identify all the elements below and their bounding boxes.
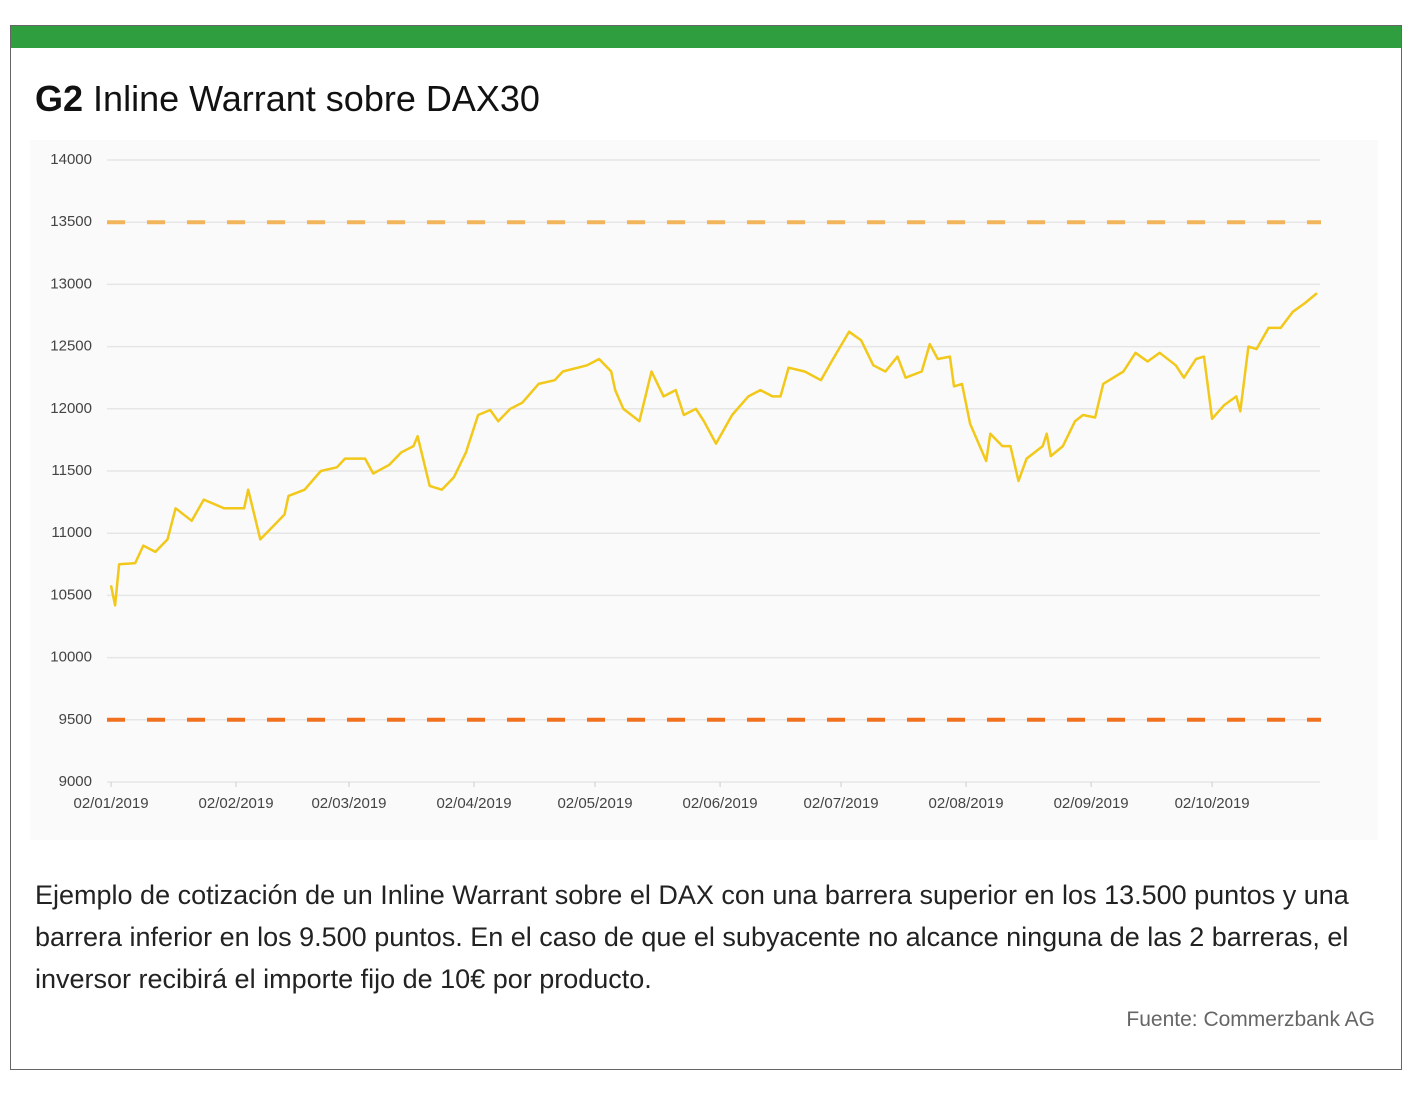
x-tick-label: 02/02/2019 xyxy=(199,795,274,812)
title-text: Inline Warrant sobre DAX30 xyxy=(93,78,540,119)
x-tick-label: 02/07/2019 xyxy=(804,795,879,812)
y-tick-label: 14000 xyxy=(50,151,92,168)
y-tick-label: 9000 xyxy=(59,773,92,790)
header-bar xyxy=(11,26,1401,48)
figure-label: G2 xyxy=(35,78,84,119)
x-tick-label: 02/10/2019 xyxy=(1175,795,1250,812)
y-tick-label: 11500 xyxy=(51,462,92,479)
source: Fuente: Commerzbank AG xyxy=(1126,1008,1375,1031)
x-tick-label: 02/06/2019 xyxy=(683,795,758,812)
figure-frame: G2 Inline Warrant sobre DAX30 Ejemplo de… xyxy=(10,25,1402,1070)
x-tick-label: 02/03/2019 xyxy=(311,795,386,812)
y-tick-label: 10500 xyxy=(50,586,92,603)
y-tick-label: 12000 xyxy=(50,400,92,417)
y-tick-label: 12500 xyxy=(50,338,92,355)
y-tick-label: 10000 xyxy=(50,649,92,666)
y-tick-label: 13500 xyxy=(50,213,92,230)
y-tick-label: 13000 xyxy=(50,275,92,292)
x-tick-label: 02/09/2019 xyxy=(1054,795,1129,812)
caption: Ejemplo de cotización de un Inline Warra… xyxy=(35,880,1349,994)
chart-title: G2 Inline Warrant sobre DAX30 xyxy=(35,78,540,120)
x-tick-label: 02/08/2019 xyxy=(929,795,1004,812)
x-tick-label: 02/05/2019 xyxy=(557,795,632,812)
plot-background xyxy=(30,140,1378,840)
y-tick-label: 9500 xyxy=(59,711,92,728)
y-tick-label: 11000 xyxy=(51,524,92,541)
price-line xyxy=(109,292,1318,607)
x-tick-label: 02/04/2019 xyxy=(436,795,511,812)
x-tick-label: 02/01/2019 xyxy=(73,795,148,812)
